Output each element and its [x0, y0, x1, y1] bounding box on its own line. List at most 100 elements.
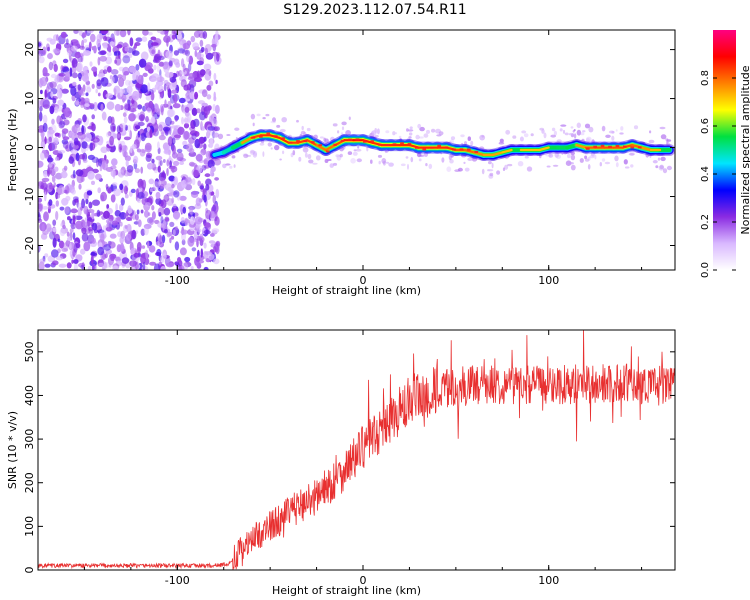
noise-speckle: [199, 185, 204, 190]
noise-speckle: [52, 227, 57, 233]
noise-speckle: [102, 69, 108, 74]
noise-speckle: [164, 144, 170, 154]
noise-speckle: [60, 171, 68, 179]
ridge-halo-speckle: [548, 153, 554, 158]
noise-speckle: [133, 252, 140, 258]
noise-speckle: [62, 136, 70, 141]
noise-speckle: [172, 210, 181, 220]
noise-speckle: [191, 107, 198, 116]
noise-speckle: [119, 122, 127, 129]
ridge-segment: [640, 146, 653, 152]
noise-speckle: [182, 206, 187, 214]
noise-speckle: [194, 216, 203, 225]
noise-speckle: [84, 217, 88, 222]
noise-speckle: [207, 126, 216, 131]
ridge-halo-speckle: [559, 128, 563, 132]
noise-speckle: [97, 187, 101, 194]
noise-speckle: [109, 233, 117, 239]
noise-speckle: [111, 220, 119, 226]
noise-speckle: [75, 100, 80, 106]
noise-speckle: [183, 122, 190, 129]
noise-speckle: [41, 177, 50, 182]
noise-speckle: [167, 136, 174, 147]
noise-speckle: [190, 266, 194, 270]
noise-speckle: [130, 188, 136, 194]
ridge-halo-speckle: [450, 138, 455, 144]
noise-speckle: [78, 62, 83, 72]
noise-speckle: [91, 114, 95, 120]
noise-speckle: [77, 72, 82, 80]
noise-speckle: [116, 244, 122, 253]
noise-speckle: [118, 143, 122, 153]
noise-speckle: [170, 165, 178, 173]
noise-speckle: [104, 253, 108, 259]
noise-speckle: [110, 169, 117, 177]
noise-speckle: [122, 55, 131, 64]
noise-speckle: [131, 50, 140, 56]
noise-speckle: [106, 66, 112, 73]
ridge-halo-speckle: [572, 130, 575, 133]
noise-speckle: [64, 185, 70, 195]
y-tick-label: 20: [23, 43, 36, 57]
ridge-halo-speckle: [410, 156, 414, 163]
noise-speckle: [180, 69, 187, 76]
noise-speckle: [79, 45, 85, 50]
ridge-halo-speckle: [416, 152, 422, 158]
noise-speckle: [188, 213, 192, 220]
noise-speckle: [136, 148, 142, 153]
noise-speckle: [200, 148, 207, 156]
ridge-halo-speckle: [345, 130, 351, 136]
y-axis-label: Frequency (Hz): [6, 109, 19, 192]
ridge-halo-speckle: [660, 134, 667, 140]
noise-speckle: [201, 89, 208, 98]
noise-speckle: [160, 266, 167, 270]
noise-speckle: [109, 135, 114, 146]
ridge-halo-speckle: [543, 132, 547, 139]
ridge-halo-speckle: [337, 130, 340, 134]
noise-speckle: [186, 143, 193, 153]
noise-speckle: [78, 183, 82, 190]
ridge-halo-speckle: [217, 133, 224, 140]
noise-speckle: [98, 50, 106, 56]
noise-speckle: [58, 120, 66, 128]
noise-speckle: [173, 134, 182, 139]
noise-speckle: [52, 219, 57, 226]
noise-speckle: [105, 56, 113, 65]
noise-speckle: [57, 238, 61, 243]
noise-speckle: [133, 43, 138, 49]
snr-panel: 0 100 200 300 400 500 -100 0 100 Height of straig…: [6, 329, 676, 597]
ridge-halo-speckle: [276, 124, 281, 128]
noise-speckle: [153, 64, 157, 71]
noise-speckle: [73, 30, 79, 34]
noise-speckle: [113, 188, 121, 197]
noise-speckle: [89, 61, 93, 67]
noise-speckle: [146, 126, 151, 132]
noise-speckle: [194, 203, 202, 210]
noise-speckle: [199, 111, 206, 121]
ridge-halo-speckle: [409, 132, 413, 136]
noise-speckle: [147, 240, 150, 249]
ridge-halo-speckle: [242, 153, 248, 157]
noise-speckle: [160, 93, 164, 99]
noise-speckle: [128, 66, 136, 73]
noise-speckle: [175, 225, 178, 231]
ridge-halo-speckle: [601, 125, 606, 132]
noise-speckle: [38, 197, 43, 203]
noise-speckle: [163, 61, 169, 66]
noise-speckle: [142, 30, 149, 36]
y-tick-label: -20: [23, 237, 36, 255]
noise-speckle: [97, 56, 101, 66]
noise-speckle: [119, 183, 124, 191]
noise-speckle: [124, 212, 129, 220]
ridge-halo-speckle: [570, 151, 575, 156]
noise-speckle: [213, 72, 217, 81]
ridge-halo-speckle: [332, 162, 338, 166]
noise-speckle: [42, 46, 47, 56]
noise-speckle: [203, 63, 212, 71]
noise-speckle: [96, 38, 101, 48]
noise-speckle: [213, 91, 216, 100]
noise-speckle: [176, 152, 184, 162]
noise-speckle: [183, 116, 191, 125]
ridge-halo-speckle: [226, 134, 231, 136]
noise-speckle: [38, 261, 45, 270]
